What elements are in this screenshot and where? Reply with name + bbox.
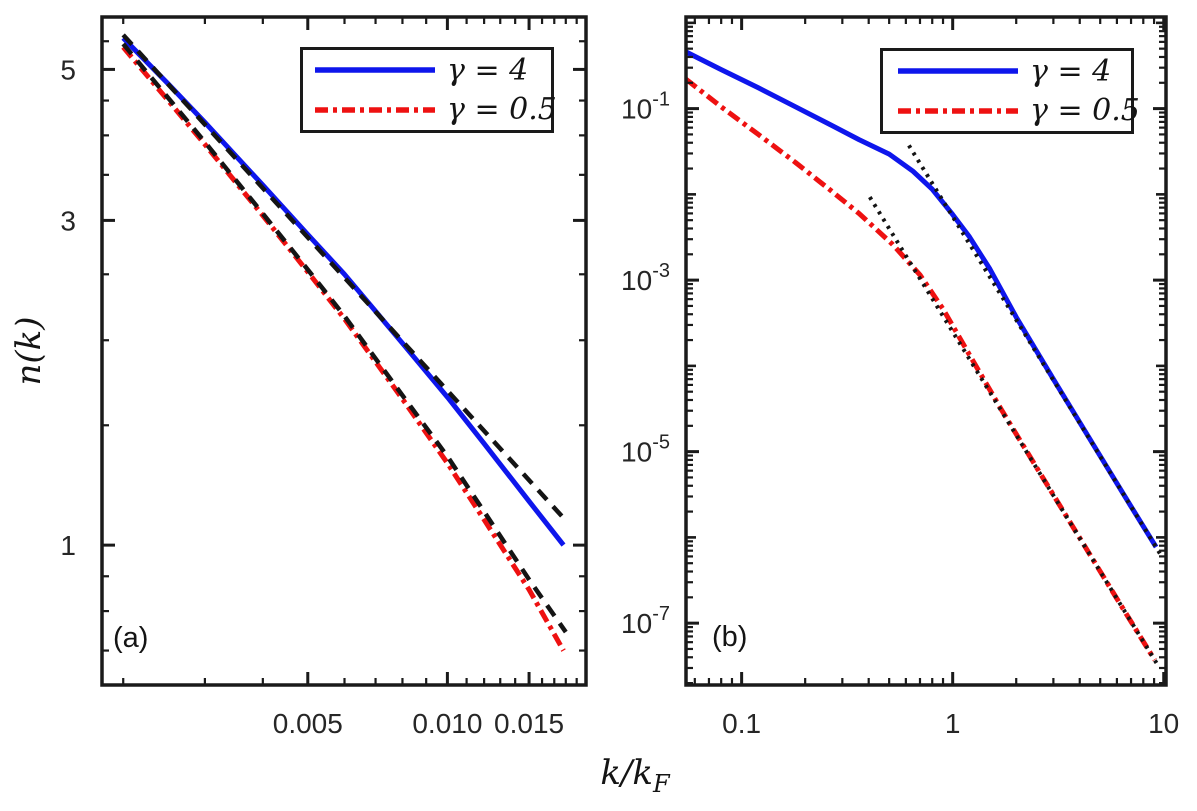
legend-label-gamma-4: γ = 4	[1030, 53, 1112, 89]
series-k4-tail-gamma-4	[907, 144, 1164, 558]
x-tick-label-0.005: 0.005	[273, 708, 343, 739]
y-tick-label-1: 1	[60, 530, 76, 561]
legend-label-gamma-0.5: γ = 0.5	[447, 92, 557, 128]
legend-label-gamma-4: γ = 4	[447, 52, 529, 88]
legend-swatch-dashdot-icon	[315, 106, 435, 113]
panel-b: 0.1 1 10 10-1 10-3 10-5 10-7	[621, 15, 1179, 739]
series-asymptote-gamma-0.5	[121, 42, 568, 634]
y-tick-label-3: 3	[60, 205, 76, 236]
legend-label-gamma-0.5: γ = 0.5	[1030, 93, 1140, 129]
x-tick-label-1: 1	[945, 708, 961, 739]
series-n-gamma-0.5	[121, 45, 566, 652]
legend-swatch-solid-icon	[315, 67, 435, 74]
x-tick-label-0.1: 0.1	[722, 708, 761, 739]
legend-row-gamma-4: γ = 4	[313, 51, 551, 89]
panel-label-b: (b)	[712, 621, 748, 653]
x-tick-label-10: 10	[1148, 708, 1179, 739]
y-axis-label: n(k)	[9, 281, 53, 421]
legend-swatch-dashdot-icon	[898, 107, 1018, 114]
legend-panel-b: γ = 4 γ = 0.5	[880, 48, 1140, 134]
panel-a: 0.005 0.010 0.015 5 3 1	[60, 15, 588, 739]
y-tick-label-5: 5	[60, 54, 76, 85]
legend-row-gamma-0.5: γ = 0.5	[896, 92, 1140, 130]
x-axis-label-text: k/k	[600, 753, 653, 793]
panel-a-frame	[100, 15, 588, 687]
x-axis-label: k/kF	[535, 753, 735, 798]
series-n-gamma-4	[686, 49, 1159, 549]
legend-row-gamma-4: γ = 4	[896, 52, 1131, 90]
panel-label-a: (a)	[113, 622, 149, 654]
y-tick-label-10-5: 10-5	[621, 432, 670, 468]
legend-swatch-solid-icon	[898, 68, 1018, 75]
legend-row-gamma-0.5: γ = 0.5	[313, 91, 557, 129]
x-tick-label-0.010: 0.010	[412, 708, 482, 739]
y-axis-label-text: n(k)	[9, 316, 49, 386]
panel-b-frame	[684, 15, 1168, 687]
y-tick-label-10-7: 10-7	[621, 603, 670, 639]
x-tick-label-0.015: 0.015	[494, 708, 564, 739]
series-n-gamma-4	[121, 36, 566, 547]
x-axis-label-subscript: F	[653, 769, 670, 798]
legend-panel-a: γ = 4 γ = 0.5	[300, 47, 557, 133]
y-tick-label-10-1: 10-1	[621, 89, 670, 125]
y-tick-label-10-3: 10-3	[621, 260, 670, 296]
series-n-gamma-0.5	[686, 77, 1157, 662]
